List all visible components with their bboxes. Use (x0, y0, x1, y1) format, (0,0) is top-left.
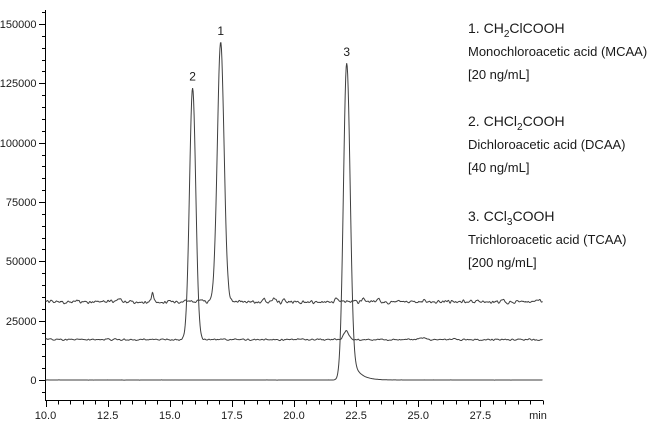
legend-acid-name: Monochloroacetic acid (MCAA) (468, 44, 648, 59)
peak-label-3: 3 (343, 45, 350, 59)
formula-text: COOH (522, 113, 565, 129)
legend-entry-1: 1. CH2ClCOOH Monochloroacetic acid (MCAA)… (468, 17, 647, 86)
tcaa-trace (45, 63, 543, 381)
formula-text: ClCOOH (509, 20, 565, 36)
x-tick-label: 25.0 (408, 410, 429, 422)
x-tick-label: 15.0 (159, 410, 180, 422)
legend-concentration: [40 ng/mL] (468, 160, 530, 175)
x-tick-label: 27.5 (470, 410, 491, 422)
legend-formula: 1. CH2ClCOOH (468, 17, 647, 40)
legend-acid-name: Dichloroacetic acid (DCAA) (468, 137, 626, 152)
formula-text: COOH (512, 208, 555, 224)
legend-formula: 3. CCl3COOH (468, 205, 626, 228)
legend-entry-3: 3. CCl3COOH Trichloroacetic acid (TCAA) [2… (468, 205, 626, 274)
x-tick-label: 20.0 (283, 410, 304, 422)
y-tick-label: 75000 (6, 197, 37, 209)
y-tick-label: 150000 (0, 19, 37, 31)
formula-text: CH (483, 20, 504, 36)
x-tick-label: 17.5 (221, 410, 242, 422)
y-tick-label: 25000 (6, 316, 37, 328)
legend-concentration: [20 ng/mL] (468, 67, 530, 82)
legend-concentration: [200 ng/mL] (468, 255, 537, 270)
y-tick-label: 100000 (0, 138, 37, 150)
peak-label-2: 2 (189, 70, 196, 84)
peak-label-1: 1 (217, 24, 224, 38)
x-tick-label: 10.0 (35, 410, 56, 422)
legend-number: 3. (468, 208, 484, 224)
x-tick-label: 22.5 (345, 410, 366, 422)
legend-formula: 2. CHCl2COOH (468, 110, 626, 133)
mcaa-trace (45, 42, 543, 305)
formula-subscript: 3 (506, 216, 513, 228)
formula-subscript: 2 (503, 28, 510, 40)
legend-entry-2: 2. CHCl2COOH Dichloroacetic acid (DCAA) [4… (468, 110, 626, 179)
formula-subscript: 2 (517, 121, 523, 133)
y-tick-label: 125000 (0, 78, 37, 90)
formula-text: CHCl (483, 113, 518, 129)
x-tick-label: 12.5 (97, 410, 118, 422)
dcaa-trace (45, 87, 543, 342)
formula-text: CCl (483, 208, 507, 224)
legend-number: 1. (468, 20, 484, 36)
y-tick-label: 0 (30, 375, 36, 387)
x-axis-unit-label: min (529, 410, 547, 422)
y-tick-label: 50000 (6, 256, 37, 268)
legend-acid-name: Trichloroacetic acid (TCAA) (468, 232, 627, 247)
legend-number: 2. (468, 113, 484, 129)
